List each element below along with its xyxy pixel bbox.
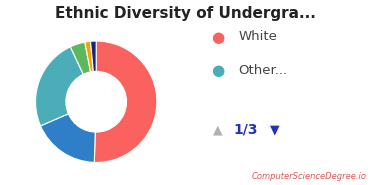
- Wedge shape: [70, 42, 91, 74]
- Wedge shape: [94, 41, 157, 162]
- Text: 1/3: 1/3: [233, 122, 258, 137]
- Text: .5%: .5%: [94, 102, 114, 112]
- Text: White: White: [239, 31, 278, 43]
- Text: Ethnic Diversity of Undergra...: Ethnic Diversity of Undergra...: [54, 6, 316, 21]
- Wedge shape: [40, 114, 95, 162]
- Text: Other...: Other...: [239, 64, 288, 77]
- Text: ▼: ▼: [270, 123, 280, 136]
- Wedge shape: [85, 41, 93, 72]
- Text: ●: ●: [211, 29, 224, 45]
- Wedge shape: [36, 47, 83, 126]
- Wedge shape: [91, 41, 96, 72]
- Text: ComputerScienceDegree.io: ComputerScienceDegree.io: [251, 172, 366, 181]
- Text: ▲: ▲: [213, 123, 222, 136]
- Text: ●: ●: [211, 63, 224, 78]
